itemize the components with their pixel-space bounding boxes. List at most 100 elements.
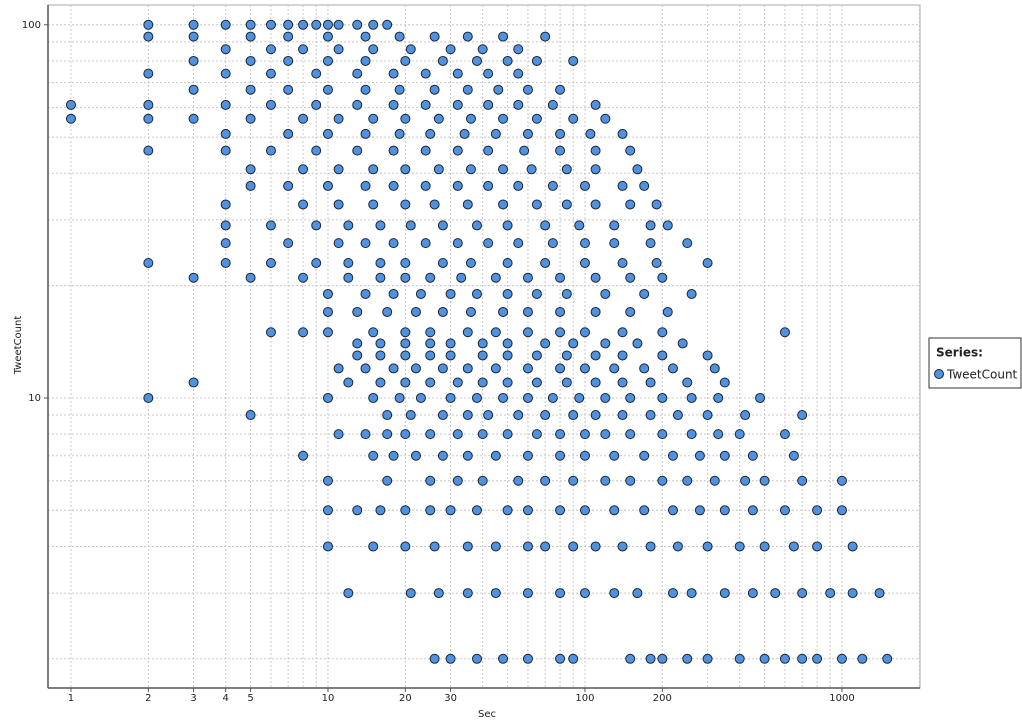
point	[579, 238, 590, 249]
point	[477, 350, 488, 361]
point	[600, 113, 611, 124]
point	[672, 541, 683, 552]
point	[311, 19, 322, 30]
point	[579, 588, 590, 599]
point	[245, 55, 256, 66]
point	[452, 145, 463, 156]
point	[555, 429, 566, 440]
point	[360, 84, 371, 95]
point	[617, 327, 628, 338]
point	[425, 429, 436, 440]
point	[657, 475, 668, 486]
point	[452, 377, 463, 388]
point	[625, 392, 636, 403]
point	[265, 68, 276, 79]
point	[568, 410, 579, 421]
point	[625, 429, 636, 440]
point	[465, 257, 476, 268]
point	[579, 450, 590, 461]
point	[429, 199, 440, 210]
point	[437, 410, 448, 421]
point	[540, 338, 551, 349]
point	[405, 220, 416, 231]
point	[394, 31, 405, 42]
point	[368, 392, 379, 403]
point	[188, 31, 199, 42]
point	[400, 338, 411, 349]
point	[651, 257, 662, 268]
point	[531, 199, 542, 210]
point	[188, 19, 199, 30]
x-tick-label: 10	[322, 693, 335, 704]
point	[368, 44, 379, 55]
point	[462, 84, 473, 95]
point	[555, 450, 566, 461]
point	[456, 272, 467, 283]
point	[352, 350, 363, 361]
point	[425, 327, 436, 338]
point	[522, 128, 533, 139]
point	[283, 19, 294, 30]
point	[220, 128, 231, 139]
point	[445, 44, 456, 55]
point	[415, 392, 426, 403]
point	[322, 128, 333, 139]
point	[400, 113, 411, 124]
point	[477, 377, 488, 388]
point	[420, 238, 431, 249]
point	[465, 306, 476, 317]
point	[590, 350, 601, 361]
point	[625, 272, 636, 283]
point	[425, 350, 436, 361]
point	[522, 392, 533, 403]
point	[561, 199, 572, 210]
point	[471, 220, 482, 231]
point	[502, 55, 513, 66]
point	[283, 84, 294, 95]
point	[617, 257, 628, 268]
point	[513, 180, 524, 191]
point	[662, 306, 673, 317]
point	[600, 288, 611, 299]
point	[220, 199, 231, 210]
point	[522, 505, 533, 516]
point	[360, 429, 371, 440]
point	[143, 19, 154, 30]
point	[477, 429, 488, 440]
point	[322, 31, 333, 42]
point	[540, 541, 551, 552]
point	[352, 505, 363, 516]
point	[322, 55, 333, 66]
point	[388, 363, 399, 374]
point	[360, 128, 371, 139]
point	[220, 99, 231, 110]
point	[590, 541, 601, 552]
point	[368, 327, 379, 338]
point	[686, 588, 697, 599]
point	[143, 257, 154, 268]
point	[498, 653, 509, 664]
point	[555, 128, 566, 139]
point	[561, 288, 572, 299]
point	[672, 410, 683, 421]
point	[522, 653, 533, 664]
point	[682, 653, 693, 664]
point	[600, 429, 611, 440]
point	[420, 145, 431, 156]
point	[498, 199, 509, 210]
point	[459, 128, 470, 139]
point	[245, 180, 256, 191]
point	[719, 450, 730, 461]
point	[836, 475, 847, 486]
point	[410, 306, 421, 317]
point	[513, 475, 524, 486]
point	[462, 541, 473, 552]
point	[632, 164, 643, 175]
point	[333, 199, 344, 210]
point	[265, 220, 276, 231]
point	[188, 377, 199, 388]
x-tick-label: 20	[399, 693, 412, 704]
point	[609, 505, 620, 516]
point	[360, 288, 371, 299]
